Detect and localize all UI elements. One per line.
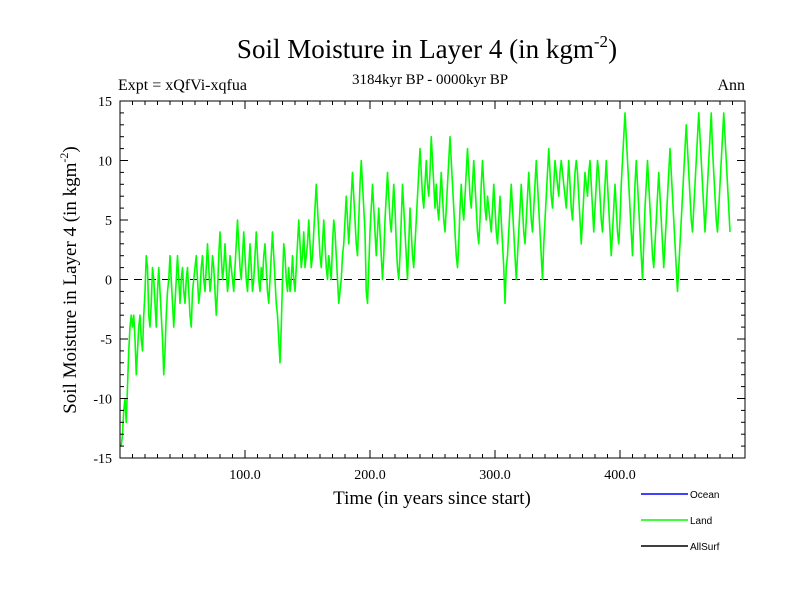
chart-title-superscript: -2: [594, 32, 608, 51]
y-axis-label: Soil Moisture in Layer 4 (in kgm-2): [57, 146, 81, 414]
y-tick-label: -15: [93, 452, 112, 467]
season-label: Ann: [717, 77, 745, 94]
y-tick-label: 5: [105, 214, 112, 229]
chart-subtitle: 3184kyr BP - 0000kyr BP: [352, 72, 508, 88]
x-tick-label: 200.0: [354, 468, 386, 483]
y-tick-label: 0: [105, 274, 112, 289]
x-tick-label: 300.0: [479, 468, 511, 483]
axis-layer: 15 10 5 0 -5 -10 -15 100.0 200.0 300.0 400.0: [93, 95, 746, 483]
legend-label-land: Land: [690, 516, 712, 527]
y-tick-label: -5: [100, 333, 112, 348]
series-line-land: [120, 112, 731, 447]
x-tick-label: 400.0: [604, 468, 636, 483]
series-layer: [120, 112, 731, 447]
x-axis-label: Time (in years since start): [333, 488, 531, 509]
y-tick-label: 10: [98, 155, 112, 170]
legend-label-ocean: Ocean: [690, 490, 719, 501]
x-tick-label: 100.0: [229, 468, 261, 483]
expt-label: Expt = xQfVi-xqfua: [118, 77, 247, 94]
legend-label-allsurf: AllSurf: [690, 542, 720, 553]
chart-title: Soil Moisture in Layer 4 (in kgm-2): [237, 32, 617, 64]
y-tick-label: 15: [98, 95, 112, 110]
y-tick-label: -10: [93, 393, 112, 408]
y-axis-label-superscript: -2: [57, 153, 71, 163]
legend-layer: Ocean Land AllSurf: [641, 490, 720, 553]
